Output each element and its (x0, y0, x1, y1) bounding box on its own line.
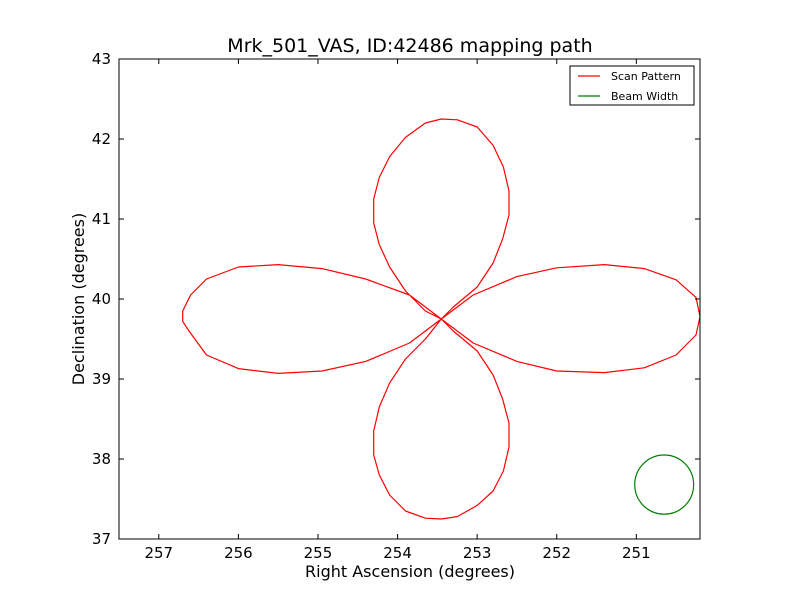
x-tick-label: 257 (144, 544, 173, 562)
legend-box (569, 65, 695, 106)
y-tick-label: 41 (92, 210, 111, 228)
x-tick-label: 252 (542, 544, 571, 562)
chart-title: Mrk_501_VAS, ID:42486 mapping path (227, 35, 592, 57)
legend-label-scan-pattern: Scan Pattern (611, 70, 681, 83)
x-axis-label: Right Ascension (degrees) (305, 562, 515, 581)
y-tick-label: 39 (92, 370, 111, 388)
x-tick-label: 256 (224, 544, 253, 562)
y-tick-label: 43 (92, 50, 111, 68)
legend-label-beam-width: Beam Width (611, 90, 678, 103)
y-tick-label: 42 (92, 130, 111, 148)
legend: Scan Pattern Beam Width (569, 65, 695, 106)
y-tick-label: 37 (92, 530, 111, 548)
series-layer (182, 118, 700, 520)
plot-background (119, 59, 700, 539)
x-tick-label: 254 (383, 544, 412, 562)
beam-width-circle (634, 454, 695, 515)
x-tick-label: 255 (304, 544, 333, 562)
x-tick-label: 251 (622, 544, 651, 562)
y-axis-label: Declination (degrees) (69, 213, 88, 385)
plot-area (118, 58, 701, 540)
x-tick-label: 253 (463, 544, 492, 562)
y-tick-label: 40 (92, 290, 111, 308)
y-axis: 37 38 39 40 41 42 43 (92, 50, 700, 548)
y-tick-label: 38 (92, 450, 111, 468)
scan-pattern-line (182, 118, 700, 520)
x-axis: 257 256 255 254 253 252 251 (144, 59, 651, 562)
